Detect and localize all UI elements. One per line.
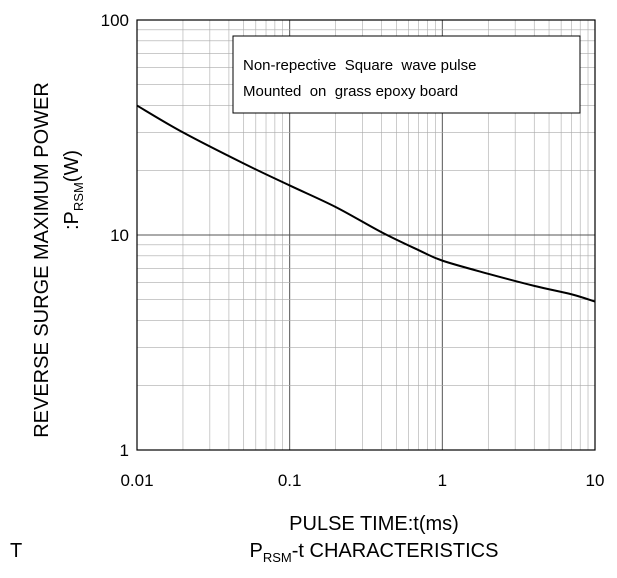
annotation-line-2: Mounted on grass epoxy board	[243, 83, 458, 100]
series-line	[136, 104, 596, 303]
y-tick-labels: 1 10 100	[101, 11, 129, 460]
x-tick-label: 10	[586, 471, 605, 490]
x-tick-labels: 0.01 0.1 1 10	[120, 471, 604, 490]
y-axis-title-line1: REVERSE SURGE MAXIMUM POWER	[31, 82, 53, 438]
footer-caption-subscript: RSM	[263, 550, 292, 565]
x-axis-title: PULSE TIME:t(ms)	[289, 513, 459, 535]
y-tick-label: 1	[120, 441, 129, 460]
annotation-line-1: Non-repective Square wave pulse	[243, 57, 476, 74]
plot-frame	[136, 19, 596, 451]
y-axis-title-suffix: (W)	[61, 150, 83, 182]
x-tick-label: 0.1	[278, 471, 302, 490]
footer-caption-prefix: P	[250, 540, 263, 562]
footer-caption: PRSM-t CHARACTERISTICS	[250, 540, 499, 565]
x-tick-label: 1	[438, 471, 447, 490]
y-tick-label: 10	[110, 226, 129, 245]
y-axis-title-subscript: RSM	[71, 182, 86, 211]
x-tick-label: 0.01	[120, 471, 153, 490]
y-axis-title-prefix: :P	[61, 211, 83, 230]
y-axis-title-line2: :PRSM(W)	[61, 150, 86, 230]
footer-caption-suffix: -t CHARACTERISTICS	[292, 540, 499, 562]
y-tick-label: 100	[101, 11, 129, 30]
footer-left-fragment: T	[10, 540, 22, 562]
annotation-box: Non-repective Square wave pulse Mounted …	[232, 35, 581, 114]
